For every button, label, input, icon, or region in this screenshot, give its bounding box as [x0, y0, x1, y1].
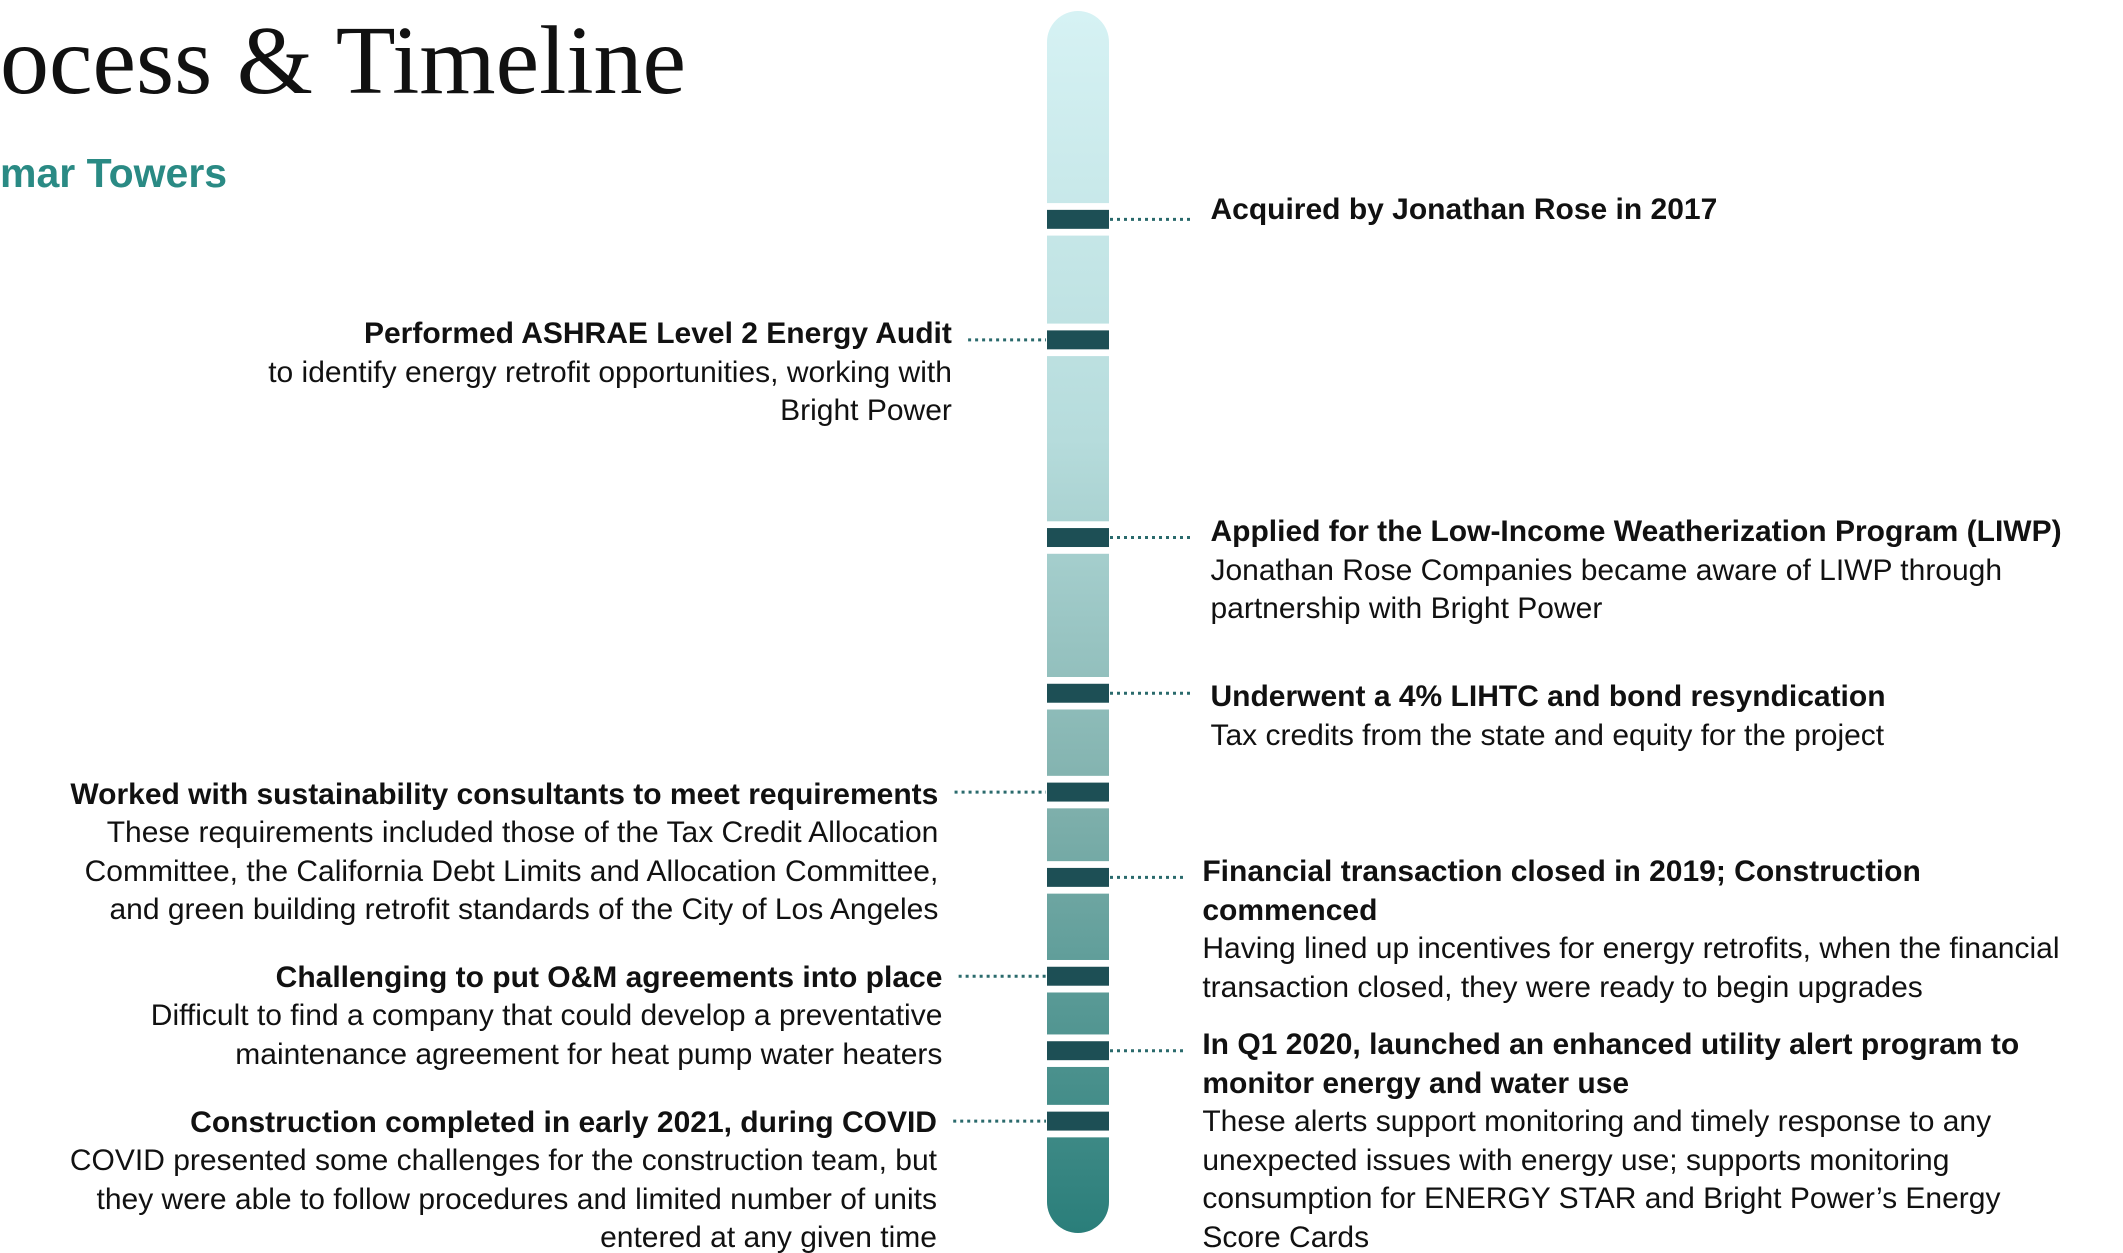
event-body: entered at any given time — [600, 1221, 937, 1253]
timeline-marker — [1047, 330, 1109, 350]
timeline-event: Construction completed in early 2021, du… — [70, 1104, 937, 1253]
event-title: commenced — [1202, 893, 1378, 927]
event-body: they were able to follow procedures and … — [96, 1182, 937, 1216]
event-body: Tax credits from the state and equity fo… — [1210, 718, 1885, 752]
event-title: Applied for the Low-Income Weatherizatio… — [1210, 515, 2062, 549]
event-title: monitor energy and water use — [1202, 1066, 1630, 1100]
timeline-bar — [1047, 11, 1109, 1233]
timeline-marker — [1047, 782, 1109, 802]
timeline-marker — [1047, 1111, 1109, 1131]
event-body: to identify energy retrofit opportunitie… — [268, 355, 952, 389]
timeline-marker — [1047, 1041, 1109, 1061]
timeline-event: In Q1 2020, launched an enhanced utility… — [1202, 1026, 2019, 1253]
timeline-marker — [1047, 528, 1109, 548]
event-body: COVID presented some challenges for the … — [69, 1144, 937, 1177]
event-body: maintenance agreement for heat pump wate… — [235, 1037, 943, 1071]
event-body: These alerts support monitoring and time… — [1202, 1105, 1992, 1139]
timeline-event: Financial transaction closed in 2019; Co… — [1202, 853, 2059, 1007]
event-title: Performed ASHRAE Level 2 Energy Audit — [363, 317, 952, 351]
event-title: In Q1 2020, launched an enhanced utility… — [1202, 1028, 2020, 1062]
event-body: transaction closed, they were ready to b… — [1202, 970, 1923, 1004]
event-body: Difficult to find a company that could d… — [150, 999, 943, 1033]
timeline-marker — [1047, 867, 1109, 887]
timeline-event: Underwent a 4% LIHTC and bond resyndicat… — [1210, 678, 1885, 755]
timeline-event: Worked with sustainability consultants t… — [70, 776, 938, 930]
event-title: Acquired by Jonathan Rose in 2017 — [1210, 192, 1718, 226]
event-title: Worked with sustainability consultants t… — [70, 777, 939, 811]
event-body: partnership with Bright Power — [1210, 592, 1603, 626]
timeline-marker — [1047, 683, 1109, 703]
event-body: Committee, the California Debt Limits an… — [84, 854, 939, 888]
event-body: consumption for ENERGY STAR and Bright P… — [1202, 1182, 2001, 1216]
timeline-event: Applied for the Low-Income Weatherizatio… — [1210, 513, 2061, 629]
timeline-marker — [1047, 966, 1109, 986]
slide-title: ocess & Timeline — [0, 7, 687, 115]
event-title: Construction completed in early 2021, du… — [190, 1105, 937, 1139]
timeline-event: Performed ASHRAE Level 2 Energy Audit to … — [268, 315, 952, 431]
event-body: Having lined up incentives for energy re… — [1202, 932, 2060, 966]
event-body: Jonathan Rose Companies became aware of … — [1210, 553, 2003, 587]
timeline-event: Challenging to put O&M agreements into p… — [151, 959, 943, 1075]
timeline-event: Acquired by Jonathan Rose in 2017 — [1210, 191, 1717, 230]
event-title: Financial transaction closed in 2019; Co… — [1202, 855, 1921, 889]
event-body: These requirements included those of the… — [106, 816, 939, 850]
event-title: Challenging to put O&M agreements into p… — [275, 960, 943, 994]
event-body: unexpected issues with energy use; suppo… — [1202, 1143, 1950, 1177]
event-body: Bright Power — [780, 394, 952, 428]
event-title: Underwent a 4% LIHTC and bond resyndicat… — [1210, 680, 1886, 714]
event-body: and green building retrofit standards of… — [109, 893, 939, 927]
slide-subtitle: mar Towers — [0, 150, 228, 196]
timeline-marker — [1047, 209, 1109, 229]
event-body: Score Cards — [1202, 1220, 1370, 1253]
